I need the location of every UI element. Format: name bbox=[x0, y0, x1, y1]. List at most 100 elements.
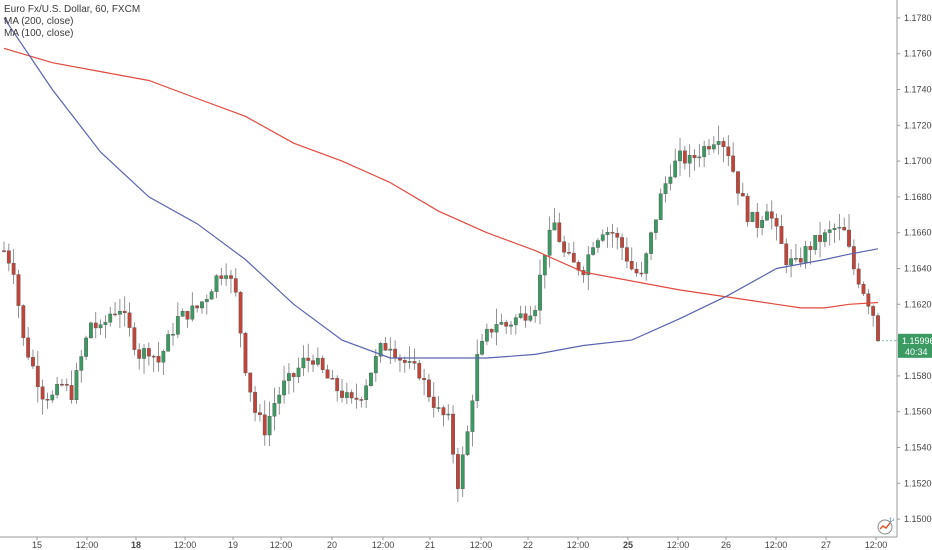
candle-body bbox=[330, 377, 335, 380]
candle bbox=[224, 263, 229, 286]
candle-body bbox=[383, 343, 388, 351]
candle-body bbox=[470, 400, 475, 432]
candle bbox=[393, 340, 398, 363]
candle-body bbox=[832, 228, 837, 230]
candle-body bbox=[137, 349, 142, 359]
candle-body bbox=[98, 324, 103, 329]
candle bbox=[11, 249, 16, 285]
candle bbox=[576, 260, 581, 276]
y-tick-label: 1.15200 bbox=[904, 478, 932, 488]
candle bbox=[436, 396, 441, 413]
x-tick-label: 20 bbox=[327, 540, 337, 550]
candle bbox=[171, 322, 175, 346]
candle-body bbox=[296, 367, 301, 377]
candle-body bbox=[340, 390, 344, 398]
candle bbox=[248, 372, 253, 402]
candle bbox=[117, 298, 122, 329]
candle bbox=[373, 348, 378, 382]
candle bbox=[832, 223, 837, 243]
candle bbox=[219, 267, 224, 286]
candle bbox=[315, 347, 320, 367]
candle bbox=[258, 404, 262, 422]
candle-body bbox=[629, 261, 634, 270]
candle-body bbox=[142, 348, 146, 359]
y-tick-label: 1.16800 bbox=[904, 192, 932, 202]
tradingview-logo-icon[interactable]: 14 bbox=[876, 517, 894, 535]
candle-body bbox=[335, 378, 340, 392]
x-tick-label: 12:00 bbox=[372, 540, 395, 550]
candle-body bbox=[209, 291, 214, 300]
candle-body bbox=[214, 275, 219, 292]
y-tick-label: 1.16200 bbox=[904, 299, 932, 309]
candle-body bbox=[171, 334, 175, 336]
candle-body bbox=[301, 357, 306, 369]
ma100-legend-label[interactable]: MA (100, close) bbox=[4, 28, 74, 39]
candle-body bbox=[60, 383, 64, 386]
candle bbox=[369, 372, 373, 387]
candle bbox=[296, 357, 301, 384]
candle-body bbox=[615, 233, 620, 238]
candle-body bbox=[175, 316, 180, 335]
candle-body bbox=[794, 258, 798, 260]
x-tick-label: 25 bbox=[623, 540, 633, 550]
candle-body bbox=[146, 348, 151, 357]
candle bbox=[16, 269, 21, 319]
candle bbox=[649, 231, 653, 261]
candle-body bbox=[441, 407, 446, 416]
candle bbox=[277, 386, 282, 415]
candle bbox=[538, 259, 542, 325]
candle bbox=[851, 239, 856, 276]
candle-body bbox=[311, 360, 315, 365]
candle-body bbox=[325, 369, 330, 379]
candle bbox=[229, 270, 233, 294]
candle bbox=[842, 217, 847, 231]
countdown-badge-value: 40:34 bbox=[905, 347, 928, 357]
candle bbox=[306, 343, 311, 373]
candle-body bbox=[369, 372, 373, 386]
candle bbox=[813, 235, 818, 255]
candle-body bbox=[219, 275, 224, 279]
candle-body bbox=[644, 253, 649, 274]
candle-body bbox=[465, 431, 470, 455]
candle bbox=[871, 304, 876, 327]
candle bbox=[673, 148, 678, 179]
candle bbox=[243, 332, 248, 376]
candle-body bbox=[417, 363, 422, 379]
ma200-legend-label[interactable]: MA (200, close) bbox=[4, 16, 74, 27]
candle-body bbox=[45, 399, 50, 401]
candle-body bbox=[803, 246, 808, 263]
candle-body bbox=[798, 258, 803, 263]
candle bbox=[402, 356, 407, 373]
candle-body bbox=[668, 176, 673, 184]
candle-body bbox=[871, 306, 876, 316]
candles-group bbox=[2, 125, 880, 502]
candle bbox=[465, 425, 470, 457]
candle-body bbox=[224, 275, 229, 279]
candle bbox=[707, 139, 711, 156]
candle bbox=[431, 382, 436, 418]
candle-body bbox=[740, 192, 745, 197]
candle-body bbox=[658, 193, 663, 220]
candle-body bbox=[842, 227, 847, 231]
candle-body bbox=[373, 356, 378, 374]
candle bbox=[267, 401, 272, 446]
candle bbox=[736, 171, 740, 206]
candle-body bbox=[504, 322, 509, 327]
candle bbox=[364, 379, 369, 408]
candle bbox=[335, 375, 340, 402]
candle bbox=[533, 305, 538, 323]
candle bbox=[103, 315, 108, 339]
candle bbox=[682, 145, 687, 170]
candle bbox=[161, 349, 166, 375]
y-tick-label: 1.17000 bbox=[904, 156, 932, 166]
candle bbox=[325, 364, 330, 379]
candle-body bbox=[253, 391, 257, 413]
candle-body bbox=[460, 454, 465, 489]
candle-body bbox=[808, 246, 813, 250]
candle-body bbox=[726, 146, 731, 157]
candle bbox=[204, 294, 209, 315]
candle bbox=[721, 137, 726, 163]
candle-body bbox=[291, 373, 296, 377]
candle bbox=[615, 227, 620, 250]
